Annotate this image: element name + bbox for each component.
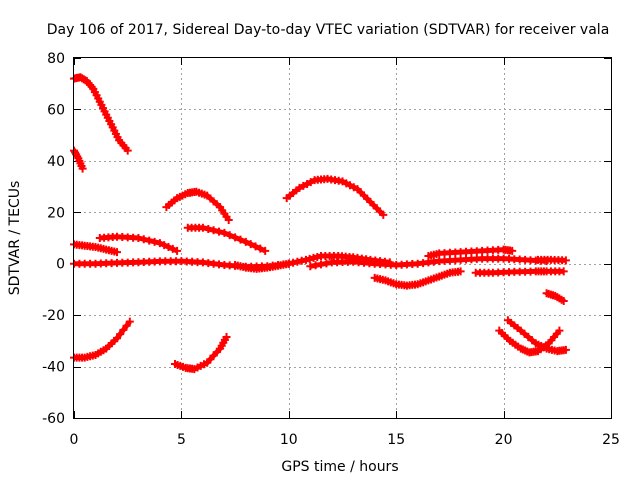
x-tick-label: 20 — [495, 432, 513, 448]
data-point — [231, 233, 240, 242]
tick-labels: 0 5 10 15 20 25 -60 -40 -20 0 20 40 60 80 — [42, 51, 620, 448]
data-point — [125, 317, 134, 326]
y-tick-label: 40 — [47, 154, 65, 170]
y-tick-label: 20 — [47, 205, 65, 221]
x-tick-label: 15 — [387, 432, 405, 448]
x-axis-label: GPS time / hours — [281, 459, 398, 475]
series-arc-h — [183, 223, 270, 255]
data-point — [113, 248, 121, 257]
series-arc-r — [503, 316, 570, 356]
data-point — [224, 216, 233, 224]
data-point — [215, 227, 223, 236]
series-arc-c — [70, 240, 121, 257]
series-arc-t — [534, 255, 570, 265]
data-point — [241, 237, 250, 246]
data-point — [173, 246, 182, 255]
data-point — [145, 236, 154, 245]
y-tick-label: -20 — [42, 308, 65, 324]
y-tick-label: 0 — [56, 257, 65, 273]
series-arc-s — [542, 289, 568, 305]
y-tick-label: -60 — [42, 411, 65, 427]
data-point — [561, 345, 570, 354]
data-point — [198, 223, 207, 232]
x-tick-label: 10 — [280, 432, 298, 448]
x-tick-label: 5 — [177, 432, 186, 448]
data-point — [379, 210, 388, 219]
data-point — [555, 326, 564, 335]
series-arc-a — [70, 73, 132, 155]
data-point — [209, 226, 218, 235]
data-point — [246, 240, 255, 249]
series-arc-n — [370, 267, 465, 290]
data-point — [122, 321, 131, 330]
data-point — [78, 164, 87, 173]
data-point — [261, 246, 270, 255]
data-point — [222, 333, 231, 341]
data-point — [134, 234, 143, 242]
series-arc-p — [471, 267, 568, 277]
data-point — [559, 267, 568, 276]
data-point — [164, 243, 173, 251]
data-point — [139, 235, 148, 244]
series-arc-i — [171, 333, 231, 374]
data-point — [155, 239, 164, 248]
data-point — [561, 256, 570, 265]
data-point — [150, 237, 159, 246]
chart-title: Day 106 of 2017, Sidereal Day-to-day VTE… — [47, 22, 610, 38]
data-point — [119, 325, 128, 334]
data-layer — [70, 73, 570, 374]
data-point — [236, 235, 245, 244]
plot-frame — [73, 57, 612, 419]
data-point — [559, 297, 568, 305]
series-arc-d — [95, 232, 182, 255]
series-arc-o — [424, 245, 517, 260]
grid — [74, 58, 611, 418]
data-point — [251, 242, 260, 251]
data-point — [508, 246, 517, 255]
data-point — [160, 241, 169, 250]
data-point — [225, 231, 234, 240]
data-point — [204, 225, 213, 233]
x-tick-label: 0 — [70, 432, 79, 448]
series-arc-g — [162, 187, 233, 224]
series-arc-k — [282, 174, 388, 219]
data-point — [123, 146, 132, 155]
data-point — [256, 244, 265, 253]
data-point — [220, 228, 229, 237]
data-point — [113, 334, 121, 343]
data-point — [456, 267, 465, 276]
x-tick-label: 25 — [602, 432, 620, 448]
data-point — [116, 330, 125, 339]
data-point — [168, 244, 177, 253]
y-axis-label: SDTVAR / TECUs — [7, 181, 23, 296]
y-tick-label: -40 — [42, 360, 65, 376]
y-tick-label: 80 — [47, 51, 65, 67]
y-tick-label: 60 — [47, 102, 65, 118]
series-arc-f — [70, 317, 134, 362]
